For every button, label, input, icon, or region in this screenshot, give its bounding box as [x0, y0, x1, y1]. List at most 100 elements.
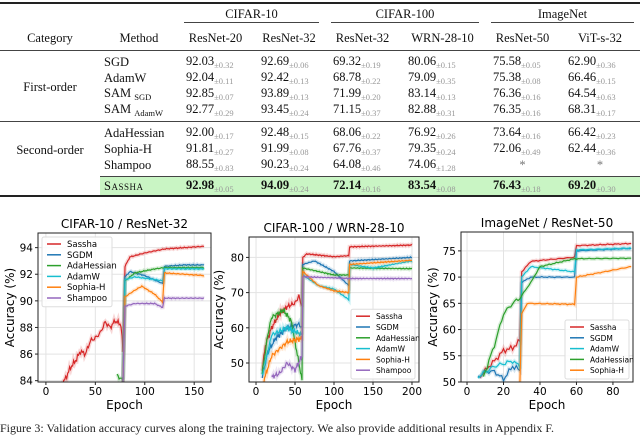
x-tick-label: 150: [363, 386, 383, 398]
value-cell: 92.85±0.07: [178, 86, 253, 102]
value-cell: 80.06±0.15: [400, 51, 485, 70]
mean-value: 83.54: [408, 178, 437, 192]
mean-value: 71.15: [333, 102, 362, 116]
column-header: ViT-s-32: [560, 26, 640, 51]
series-line-adamw: [477, 247, 632, 379]
not-available-mark: *: [596, 157, 604, 172]
std-value: ±0.05: [214, 184, 234, 194]
std-value: ±0.17: [214, 131, 234, 141]
y-tick-label: 84: [20, 376, 34, 388]
x-tick-label: 20: [497, 386, 510, 398]
plot-frame: [460, 231, 634, 383]
mean-value: 73.64: [493, 125, 522, 139]
group-header-cifar100: CIFAR-100: [331, 7, 479, 23]
value-cell: 66.46±0.15: [560, 70, 640, 86]
y-axis-label: Accuracy (%): [3, 268, 17, 347]
series-line-sophia-h: [122, 271, 205, 382]
mean-value: 93.89: [261, 86, 290, 100]
method-name: Shampoo: [104, 157, 152, 172]
mean-value: 94.09: [261, 178, 290, 192]
value-cell: 91.81±0.27: [178, 141, 253, 157]
group-header-cifar10: CIFAR-10: [184, 7, 319, 23]
value-cell: 93.89±0.13: [253, 86, 325, 102]
std-value: ±0.83: [214, 163, 234, 173]
value-cell: 90.23±0.24: [253, 157, 325, 177]
std-value: ±0.22: [361, 76, 381, 86]
chart-title: CIFAR-10 / ResNet-32: [61, 217, 188, 231]
x-tick-label: 50: [89, 386, 102, 398]
method-name: Sophia-H: [104, 141, 152, 156]
mean-value: 92.42: [261, 70, 290, 84]
chart-title: ImageNet / ResNet-50: [481, 216, 613, 230]
value-cell: *: [485, 157, 560, 177]
std-value: ±0.15: [289, 131, 309, 141]
value-cell: 76.36±0.16: [485, 86, 560, 102]
table-row: SAM AdamW 92.77±0.29 93.45±0.24 71.15±0.37 8…: [0, 102, 640, 122]
std-value: ±0.07: [214, 92, 234, 102]
mean-value: 71.99: [333, 86, 362, 100]
std-value: ±0.15: [436, 60, 456, 70]
std-value: ±0.36: [596, 147, 616, 157]
value-cell: 69.20±0.30: [560, 176, 640, 197]
table-row: First-order SGD 92.03±0.32 92.69±0.06 69.32±…: [0, 51, 640, 94]
highlight-row-sassha: Sassha 92.98±0.05 94.09±0.24 72.14±0.16 83.5…: [0, 176, 640, 197]
value-cell: 72.06±0.49: [485, 141, 560, 157]
std-value: ±0.46: [361, 163, 381, 173]
std-value: ±0.36: [596, 60, 616, 70]
value-cell: *: [560, 157, 640, 177]
method-cell: AdamW: [100, 70, 178, 86]
value-cell: 62.90±0.36: [560, 51, 640, 70]
legend-label: AdaHessian: [67, 262, 117, 272]
std-value: ±0.13: [436, 92, 456, 102]
mean-value: 91.99: [261, 141, 290, 155]
value-cell: 67.76±0.37: [325, 141, 400, 157]
mean-value: 79.09: [408, 70, 437, 84]
y-tick-label: 55: [443, 351, 456, 363]
x-tick-label: 40: [533, 386, 546, 398]
method-cell: SGD: [100, 51, 178, 71]
value-cell: 92.77±0.29: [178, 102, 253, 122]
legend-label: Sassha: [67, 240, 97, 250]
legend-label: Sophia-H: [590, 366, 624, 375]
mean-value: 93.45: [261, 102, 290, 116]
y-tick-label: 88: [20, 322, 33, 334]
std-value: ±0.27: [214, 147, 234, 157]
column-header: Method: [100, 26, 178, 51]
plot-frame: [37, 232, 212, 383]
value-cell: 79.09±0.35: [400, 70, 485, 86]
value-cell: 76.43±0.18: [485, 176, 560, 197]
mean-value: 82.88: [408, 102, 437, 116]
category-cell: First-order: [23, 80, 77, 94]
x-axis-label: Epoch: [316, 398, 353, 412]
std-value: ±0.24: [436, 147, 456, 157]
value-cell: 68.78±0.22: [325, 70, 400, 86]
figure-caption: Figure 3: Validation accuracy curves alo…: [0, 421, 555, 435]
mean-value: 69.20: [568, 178, 597, 192]
std-value: ±0.11: [214, 76, 234, 86]
series-line-adahessian: [261, 266, 413, 381]
x-tick-label: 60: [570, 386, 583, 398]
y-tick-label: 90: [20, 296, 33, 308]
x-tick-label: 80: [606, 386, 619, 398]
std-value: ±0.16: [521, 131, 541, 141]
value-cell: 93.45±0.24: [253, 102, 325, 122]
chart-2: 0 20 40 60 80 50 55 60 65 70 75 ImageNet / ResNet-5…: [426, 216, 634, 412]
series-line-sassha: [261, 243, 413, 371]
std-value: ±0.37: [361, 108, 381, 118]
legend-label: Sophia-H: [67, 283, 105, 293]
value-cell: 92.98±0.05: [178, 176, 253, 197]
mean-value: 90.23: [261, 157, 290, 171]
mean-value: 76.43: [493, 178, 522, 192]
y-axis-label: Accuracy (%): [212, 270, 226, 349]
value-cell: 68.06±0.22: [325, 121, 400, 141]
legend-label: SGDM: [67, 251, 93, 261]
legend-label: AdamW: [590, 345, 620, 354]
value-cell: 72.14±0.16: [325, 176, 400, 197]
std-value: ±0.29: [214, 108, 234, 118]
std-value: ±0.49: [521, 147, 541, 157]
value-cell: 92.48±0.15: [253, 121, 325, 141]
mean-value: 68.31: [568, 102, 597, 116]
value-cell: 91.99±0.08: [253, 141, 325, 157]
std-value: ±0.31: [436, 108, 456, 118]
